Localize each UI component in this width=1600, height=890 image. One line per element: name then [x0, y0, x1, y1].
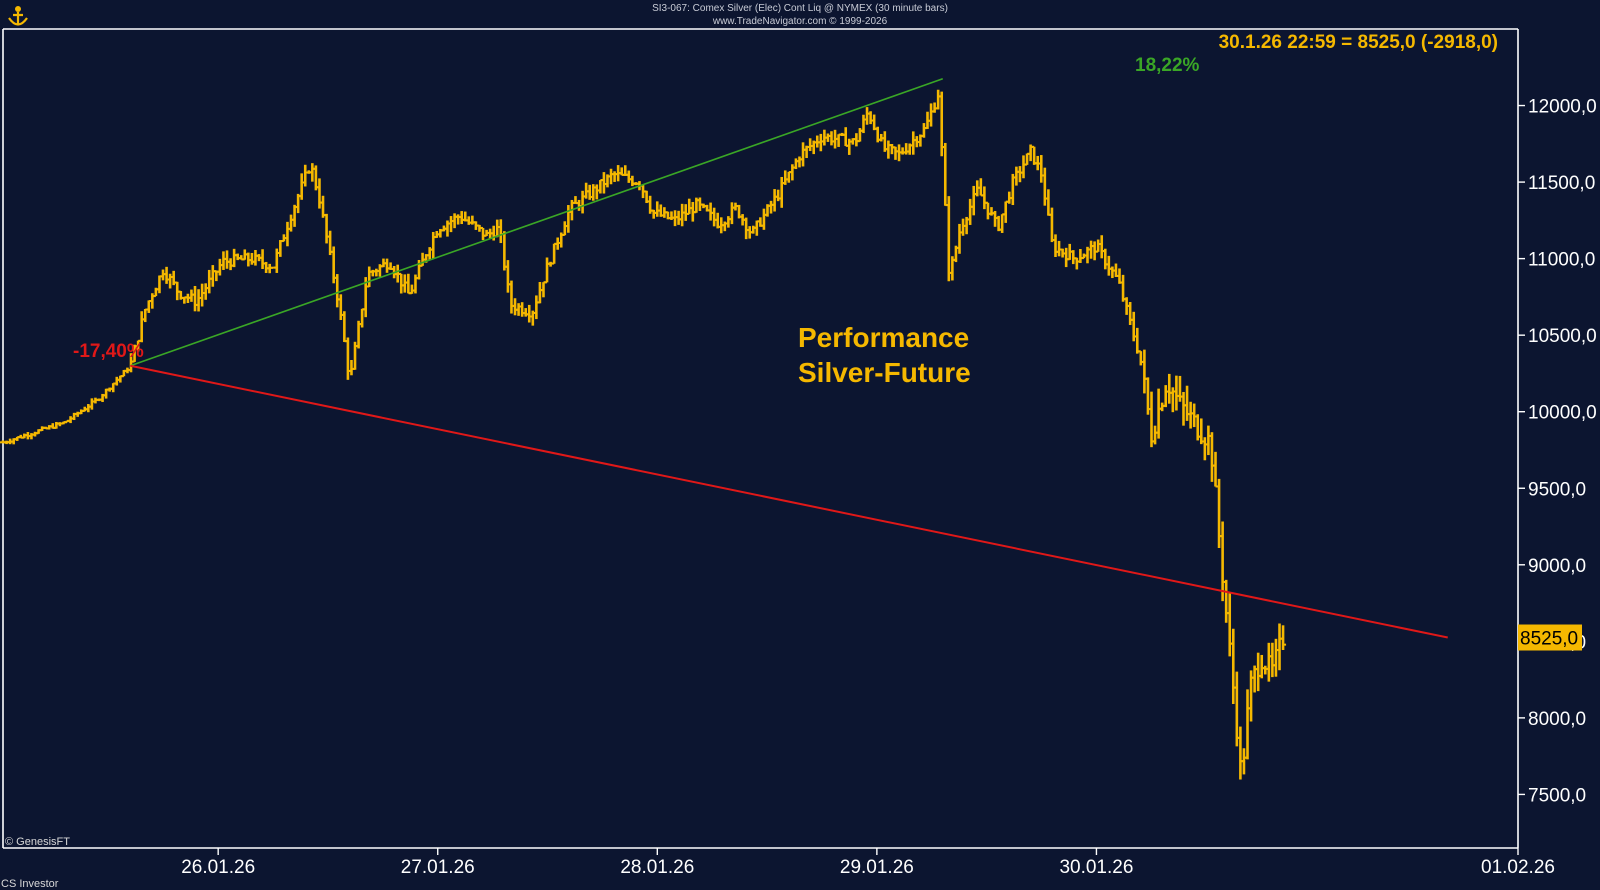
- y-tick-label: 10000,0: [1528, 403, 1597, 424]
- performance-up-label: 18,22%: [1135, 55, 1200, 76]
- header-title: SI3-067: Comex Silver (Elec) Cont Liq @ …: [652, 3, 948, 14]
- trendline-up: [130, 77, 944, 367]
- y-tick-label: 9500,0: [1528, 479, 1586, 500]
- trendlines: [130, 77, 1448, 639]
- price-bars: [0, 89, 1287, 780]
- y-tick-label: 8000,0: [1528, 709, 1586, 730]
- y-tick-label: 11000,0: [1528, 250, 1595, 271]
- performance-down-label: -17,40%: [73, 341, 144, 362]
- y-tick-label: 7500,0: [1528, 785, 1586, 806]
- y-tick-label: 12000,0: [1528, 97, 1597, 118]
- y-tick-label: 11500,0: [1528, 173, 1595, 194]
- logo-icon: [8, 6, 28, 26]
- x-tick-label: 28.01.26: [620, 857, 694, 878]
- header-copyright: www.TradeNavigator.com © 1999-2026: [712, 16, 888, 27]
- x-tick-label: 01.02.26: [1481, 857, 1555, 878]
- y-axis: 7500,08000,08500,09000,09500,010000,0105…: [1518, 97, 1597, 806]
- chart-title-line1: Performance: [798, 322, 969, 353]
- last-price-marker: 8525,0: [1518, 624, 1582, 651]
- chart-title-line2: Silver-Future: [798, 357, 971, 388]
- y-tick-label: 9000,0: [1528, 556, 1586, 577]
- watermark: © GenesisFT: [5, 836, 70, 848]
- trendline-down: [130, 364, 1448, 639]
- x-tick-label: 27.01.26: [401, 857, 475, 878]
- x-tick-label: 26.01.26: [181, 857, 255, 878]
- y-tick-label: 10500,0: [1528, 326, 1597, 347]
- last-price-label: 8525,0: [1520, 629, 1578, 650]
- x-tick-label: 30.01.26: [1059, 857, 1133, 878]
- x-tick-label: 29.01.26: [840, 857, 914, 878]
- plot-frame: [2, 28, 1519, 849]
- info-label: 30.1.26 22:59 = 8525,0 (-2918,0): [1219, 32, 1498, 53]
- credit-label: CS Investor: [1, 878, 59, 890]
- x-axis: 26.01.26 27.01.26 28.01.26 29.01.26 30.01.26…: [181, 848, 1555, 878]
